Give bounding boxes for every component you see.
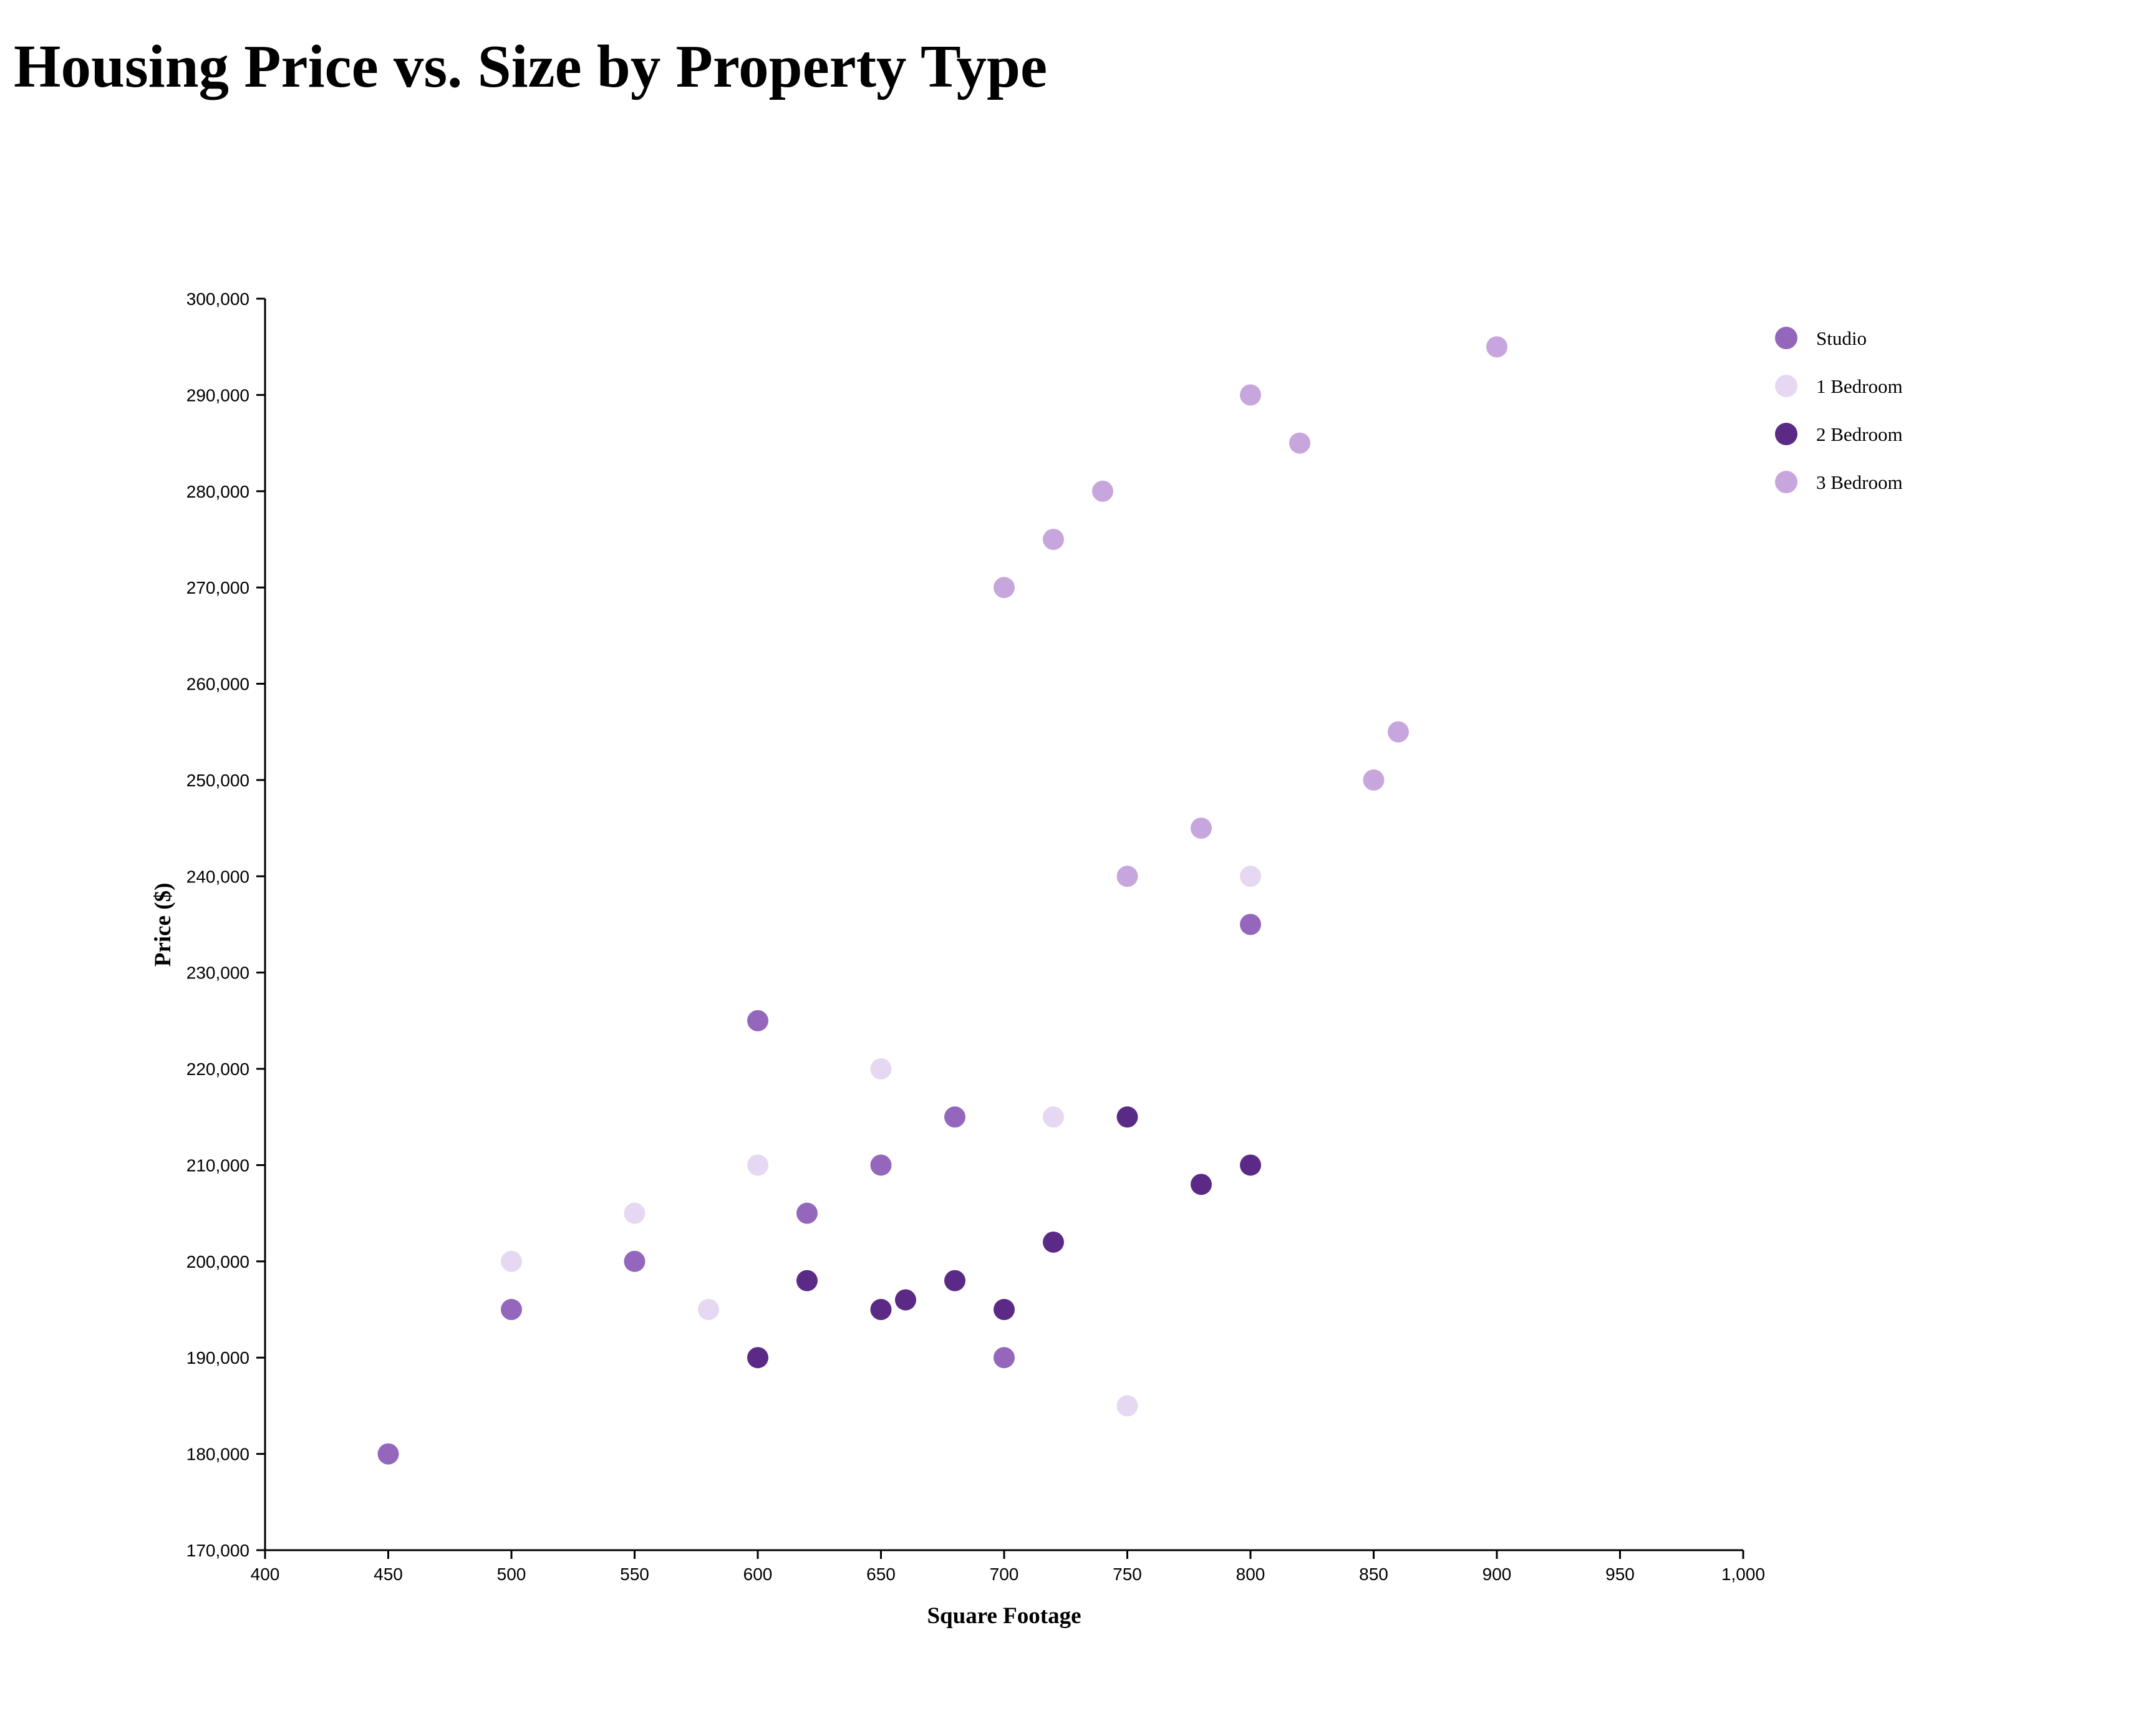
data-point <box>870 1299 892 1321</box>
data-point <box>1043 528 1064 550</box>
data-point <box>870 1154 892 1176</box>
data-point <box>1191 1174 1212 1195</box>
data-point <box>501 1250 522 1272</box>
series-2-bedroom <box>747 1106 1261 1369</box>
data-point <box>501 1299 522 1321</box>
y-axis-title: Price ($) <box>150 883 176 967</box>
x-axis: 400 450 500 550 600 650 700 750 800 850 900 950 1,00… <box>251 1549 1765 1584</box>
legend-item: 1 Bedroom <box>1775 375 1903 397</box>
data-point <box>895 1289 916 1311</box>
data-point <box>994 577 1015 599</box>
x-tick-label: 500 <box>497 1565 526 1584</box>
data-point <box>1240 866 1261 887</box>
data-point <box>944 1106 965 1128</box>
data-point <box>1043 1231 1064 1253</box>
legend: Studio 1 Bedroom 2 Bedroom 3 Bedroom <box>1775 327 1903 493</box>
x-tick-label: 1,000 <box>1721 1565 1765 1584</box>
y-tick-label: 280,000 <box>186 482 249 501</box>
x-tick-label: 850 <box>1359 1565 1388 1584</box>
data-point <box>994 1299 1015 1321</box>
y-tick-label: 170,000 <box>186 1541 249 1560</box>
x-tick-label: 400 <box>251 1565 280 1584</box>
data-point <box>1116 1106 1138 1128</box>
data-point <box>796 1270 818 1291</box>
legend-swatch <box>1775 375 1797 397</box>
x-tick-label: 450 <box>374 1565 403 1584</box>
data-point <box>796 1202 818 1224</box>
y-tick-label: 250,000 <box>186 771 249 790</box>
x-tick-label: 750 <box>1113 1565 1142 1584</box>
legend-label: 1 Bedroom <box>1816 375 1903 397</box>
data-point <box>1043 1106 1064 1128</box>
y-tick-label: 260,000 <box>186 675 249 694</box>
data-point <box>1363 769 1385 791</box>
data-point <box>747 1154 768 1176</box>
series-1-bedroom <box>501 866 1261 1417</box>
legend-item: 3 Bedroom <box>1775 471 1903 493</box>
series-3-bedroom <box>994 336 1507 887</box>
y-tick-label: 210,000 <box>186 1155 249 1175</box>
x-tick-label: 950 <box>1605 1565 1635 1584</box>
y-tick-label: 270,000 <box>186 578 249 597</box>
data-point <box>1240 1154 1261 1176</box>
x-tick-label: 650 <box>866 1565 896 1584</box>
x-tick-label: 800 <box>1236 1565 1265 1584</box>
legend-item: 2 Bedroom <box>1775 423 1903 445</box>
y-tick-label: 290,000 <box>186 385 249 405</box>
y-tick-label: 180,000 <box>186 1445 249 1464</box>
y-tick-label: 230,000 <box>186 963 249 983</box>
data-point <box>698 1299 719 1321</box>
data-point <box>624 1250 646 1272</box>
legend-label: Studio <box>1816 327 1867 349</box>
legend-label: 2 Bedroom <box>1816 423 1903 445</box>
data-point <box>870 1058 892 1080</box>
data-point <box>1240 384 1261 406</box>
legend-label: 3 Bedroom <box>1816 471 1903 493</box>
legend-swatch <box>1775 327 1797 349</box>
y-tick-label: 190,000 <box>186 1348 249 1367</box>
data-point <box>747 1010 768 1031</box>
y-tick-label: 240,000 <box>186 867 249 886</box>
data-point <box>1191 817 1212 839</box>
data-point <box>1388 721 1409 743</box>
data-point <box>377 1443 399 1465</box>
x-tick-label: 700 <box>990 1565 1019 1584</box>
data-point <box>1240 914 1261 935</box>
page-title: Housing Price vs. Size by Property Type <box>14 33 1048 100</box>
legend-swatch <box>1775 471 1797 493</box>
y-tick-label: 300,000 <box>186 289 249 309</box>
y-tick-label: 220,000 <box>186 1059 249 1079</box>
data-point <box>624 1202 646 1224</box>
x-tick-label: 600 <box>743 1565 773 1584</box>
legend-swatch <box>1775 423 1797 445</box>
x-tick-label: 550 <box>620 1565 649 1584</box>
y-tick-label: 200,000 <box>186 1252 249 1271</box>
data-point <box>944 1270 965 1291</box>
data-point <box>994 1347 1015 1369</box>
x-tick-label: 900 <box>1482 1565 1512 1584</box>
data-points <box>377 336 1507 1465</box>
data-point <box>1486 336 1507 358</box>
legend-item: Studio <box>1775 327 1867 349</box>
data-point <box>1116 866 1138 887</box>
y-axis: 170,000 180,000 190,000 200,000 210,000 220,0… <box>186 289 266 1560</box>
data-point <box>1092 480 1113 502</box>
data-point <box>1116 1395 1138 1417</box>
x-axis-title: Square Footage <box>927 1603 1081 1629</box>
series-studio <box>377 914 1261 1465</box>
data-point <box>1289 432 1310 454</box>
data-point <box>747 1347 768 1369</box>
